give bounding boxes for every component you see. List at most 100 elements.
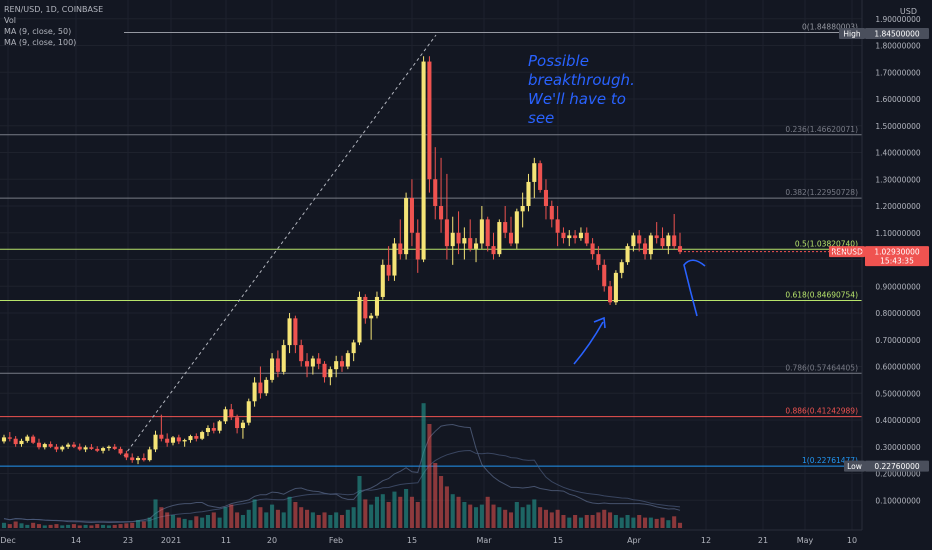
candle-body[interactable] — [176, 437, 181, 442]
candle-body[interactable] — [1, 437, 7, 442]
candle-body[interactable] — [211, 428, 216, 431]
candle-body[interactable] — [608, 286, 613, 303]
candle-body[interactable] — [170, 437, 176, 443]
annotation-text[interactable]: Possible breakthrough. We'll have to see — [528, 52, 658, 128]
candle-body[interactable] — [573, 235, 578, 239]
candle-body[interactable] — [654, 235, 659, 239]
candle-body[interactable] — [281, 345, 286, 372]
candlesticks[interactable] — [1, 56, 683, 465]
candle-body[interactable] — [48, 444, 53, 447]
candle-body[interactable] — [369, 315, 374, 319]
candle-body[interactable] — [310, 358, 315, 367]
candle-body[interactable] — [538, 163, 543, 190]
candle-body[interactable] — [596, 254, 601, 265]
candle-body[interactable] — [7, 437, 12, 439]
candle-body[interactable] — [258, 382, 263, 394]
candle-body[interactable] — [619, 262, 624, 273]
candle-body[interactable] — [147, 449, 152, 461]
candle-body[interactable] — [246, 401, 251, 423]
candle-body[interactable] — [625, 246, 630, 263]
candle-body[interactable] — [159, 434, 164, 439]
time-axis[interactable]: Dec 14 23 2021 11 20 Feb 15 Mar 15 Apr 12 21 May 10 — [0, 529, 932, 550]
candle-body[interactable] — [118, 448, 123, 454]
candle-body[interactable] — [112, 446, 117, 449]
candle-body[interactable] — [13, 438, 18, 445]
candle-body[interactable] — [631, 235, 636, 247]
candle-body[interactable] — [555, 219, 560, 233]
candle-body[interactable] — [561, 232, 566, 239]
candle-body[interactable] — [613, 272, 618, 303]
candle-body[interactable] — [264, 379, 269, 394]
candle-body[interactable] — [520, 206, 525, 212]
candle-body[interactable] — [141, 457, 146, 461]
candle-body[interactable] — [182, 440, 187, 442]
candle-body[interactable] — [153, 434, 158, 450]
fibonacci-retracement[interactable]: 0(1.84880003) 0.236(1.46620071) 0.382(1.22… — [0, 22, 862, 467]
candle-body[interactable] — [101, 448, 106, 451]
candle-body[interactable] — [584, 232, 589, 244]
candle-body[interactable] — [660, 238, 665, 247]
candle-body[interactable] — [514, 211, 519, 244]
candle-body[interactable] — [602, 264, 607, 287]
candle-body[interactable] — [194, 436, 199, 439]
ma-50-label[interactable]: MA (9, close, 50) — [4, 27, 72, 36]
candle-body[interactable] — [71, 444, 76, 447]
candle-body[interactable] — [229, 409, 234, 418]
candle-body[interactable] — [252, 382, 257, 402]
candle-body[interactable] — [421, 61, 426, 260]
candle-body[interactable] — [439, 206, 444, 220]
candle-body[interactable] — [77, 446, 82, 450]
candle-body[interactable] — [345, 353, 350, 367]
candle-body[interactable] — [456, 232, 461, 244]
candle-body[interactable] — [409, 197, 414, 233]
candle-body[interactable] — [223, 409, 228, 422]
candle-body[interactable] — [124, 453, 129, 458]
candle-body[interactable] — [549, 206, 554, 220]
candle-body[interactable] — [339, 361, 345, 367]
candle-body[interactable] — [95, 448, 100, 451]
candle-body[interactable] — [567, 235, 572, 239]
candle-body[interactable] — [293, 318, 298, 346]
candle-body[interactable] — [427, 61, 432, 180]
candle-body[interactable] — [433, 179, 438, 206]
candle-body[interactable] — [450, 232, 455, 247]
candle-body[interactable] — [275, 358, 280, 372]
candle-body[interactable] — [287, 318, 292, 346]
candle-body[interactable] — [497, 222, 502, 255]
candle-body[interactable] — [130, 457, 135, 461]
candle-body[interactable] — [328, 369, 333, 378]
candle-body[interactable] — [642, 243, 648, 255]
candle-body[interactable] — [304, 361, 310, 367]
candle-body[interactable] — [677, 246, 683, 252]
candle-body[interactable] — [322, 363, 327, 378]
candle-body[interactable] — [479, 219, 484, 244]
candle-body[interactable] — [578, 232, 583, 239]
candle-body[interactable] — [106, 446, 111, 449]
candle-body[interactable] — [299, 345, 304, 362]
candle-body[interactable] — [648, 235, 653, 255]
candle-body[interactable] — [188, 436, 193, 441]
candle-body[interactable] — [200, 432, 205, 439]
candle-body[interactable] — [240, 422, 245, 429]
candle-body[interactable] — [444, 219, 449, 247]
candle-body[interactable] — [503, 222, 508, 233]
candle-body[interactable] — [60, 446, 65, 450]
candle-body[interactable] — [31, 436, 36, 443]
candle-body[interactable] — [83, 447, 88, 450]
candle-body[interactable] — [415, 232, 420, 260]
candle-body[interactable] — [89, 447, 94, 449]
candle-body[interactable] — [672, 235, 677, 247]
candle-body[interactable] — [666, 235, 671, 247]
candle-body[interactable] — [532, 163, 537, 182]
candle-body[interactable] — [357, 296, 362, 343]
candle-body[interactable] — [386, 264, 391, 276]
candle-body[interactable] — [334, 361, 339, 370]
ma-100-label[interactable]: MA (9, close, 100) — [4, 38, 77, 47]
candle-body[interactable] — [205, 428, 211, 433]
candle-body[interactable] — [19, 440, 24, 445]
candle-body[interactable] — [491, 246, 496, 255]
candle-body[interactable] — [217, 421, 222, 431]
candle-body[interactable] — [42, 444, 47, 448]
candle-body[interactable] — [398, 243, 403, 255]
